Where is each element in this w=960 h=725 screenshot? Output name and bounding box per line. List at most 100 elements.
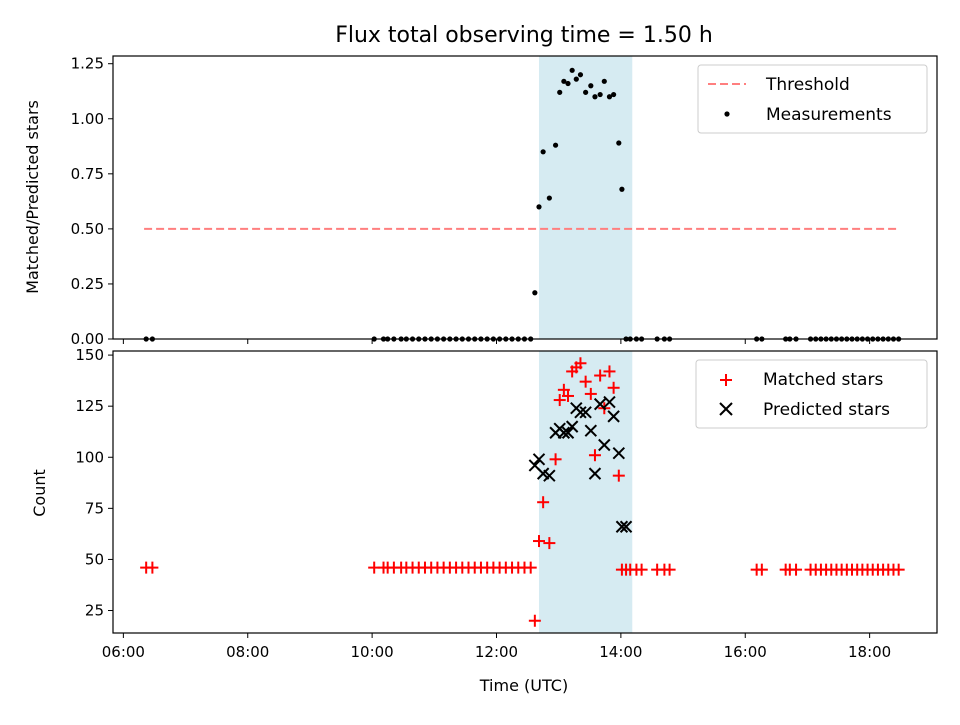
matched-point xyxy=(892,563,905,576)
bottom-y-tick-label: 125 xyxy=(75,397,104,415)
predicted-point xyxy=(607,410,620,423)
predicted-point xyxy=(603,395,616,409)
top-observing-span xyxy=(538,56,633,339)
top-legend-box xyxy=(697,64,928,134)
predicted-point xyxy=(615,520,629,533)
measurement-point xyxy=(597,91,603,98)
bottom-legend-box xyxy=(695,359,928,429)
top-y-axis-label: Matched/Predicted stars xyxy=(23,100,42,294)
measurement-point xyxy=(573,76,579,82)
predicted-point xyxy=(588,467,602,480)
matched-point xyxy=(562,389,575,402)
top-y-tick-label: 1.00 xyxy=(71,110,104,128)
matched-point xyxy=(635,563,648,576)
legend-matched-label: Matched stars xyxy=(763,370,883,390)
predicted-point xyxy=(619,520,633,533)
top-legend: Threshold Measurements xyxy=(697,64,928,134)
matched-point xyxy=(755,563,768,576)
measurement-point xyxy=(536,204,542,210)
bottom-predicted-points xyxy=(528,395,633,533)
x-axis-label: Time (UTC) xyxy=(479,676,568,695)
predicted-point xyxy=(598,438,611,452)
measurement-point xyxy=(565,80,571,87)
bottom-y-tick-label: 50 xyxy=(85,550,104,568)
top-axes-frame xyxy=(112,55,938,340)
measurement-point xyxy=(611,91,617,98)
measurement-point xyxy=(606,94,613,100)
predicted-point xyxy=(561,426,575,439)
x-tick-label: 06:00 xyxy=(102,643,145,661)
matched-point xyxy=(603,365,616,378)
top-y-tick-label: 0.50 xyxy=(71,220,104,238)
measurement-point xyxy=(569,67,575,73)
measurement-point xyxy=(619,186,625,192)
legend-predicted-swatch xyxy=(719,402,733,416)
matched-point xyxy=(594,369,607,382)
measurement-point xyxy=(546,195,552,201)
x-tick-label: 10:00 xyxy=(351,643,394,661)
matched-point xyxy=(579,375,592,388)
matched-point xyxy=(146,561,159,574)
bottom-y-axis-label: Count xyxy=(30,469,49,517)
top-y-tick-label: 0.25 xyxy=(71,275,104,293)
legend-threshold-label: Threshold xyxy=(765,75,850,95)
chart-title: Flux total observing time = 1.50 h xyxy=(335,23,713,48)
bottom-legend: Matched stars Predicted stars xyxy=(695,359,928,429)
matched-point xyxy=(553,394,566,407)
matched-point xyxy=(612,469,625,482)
top-y-ticks: 0.00 0.25 0.50 0.75 1.00 1.25 xyxy=(71,55,113,348)
bottom-observing-span xyxy=(538,351,633,633)
bottom-y-tick-label: 100 xyxy=(75,448,104,466)
bottom-y-ticks: 25 50 75 100 125 150 xyxy=(75,346,113,620)
predicted-point xyxy=(593,397,607,411)
measurement-point xyxy=(561,78,567,84)
top-y-tick-label: 0.75 xyxy=(71,165,104,183)
matched-point xyxy=(790,563,803,576)
x-tick-label: 08:00 xyxy=(226,643,269,661)
bottom-y-tick-label: 75 xyxy=(85,499,104,517)
predicted-point xyxy=(557,426,571,439)
measurement-point xyxy=(616,140,622,146)
predicted-point xyxy=(612,446,626,460)
x-tick-label: 12:00 xyxy=(475,643,518,661)
measurement-point xyxy=(532,290,538,296)
matched-point xyxy=(537,496,550,509)
matched-point xyxy=(549,453,562,466)
measurement-point xyxy=(552,142,559,148)
measurement-point xyxy=(592,94,598,100)
bottom-panel: 25 50 75 100 125 150 06:00 08:00 10:00 12:00 14:0… xyxy=(30,346,938,695)
top-x-tick-marks xyxy=(122,339,871,344)
bottom-matched-points xyxy=(140,357,905,627)
measurement-point xyxy=(601,78,607,84)
matched-point xyxy=(663,563,676,576)
legend-measurement-swatch xyxy=(724,111,730,117)
matched-point xyxy=(574,357,587,370)
top-panel: 0.00 0.25 0.50 0.75 1.00 1.25 Matched/Predict… xyxy=(23,55,938,348)
predicted-point xyxy=(579,406,592,419)
predicted-point xyxy=(574,406,587,419)
legend-measurements-label: Measurements xyxy=(766,105,892,125)
bottom-y-tick-label: 150 xyxy=(75,346,104,364)
matched-point xyxy=(584,387,597,400)
matched-point xyxy=(607,381,620,394)
matched-point xyxy=(588,449,601,462)
predicted-point xyxy=(532,453,546,466)
bottom-x-ticks: 06:00 08:00 10:00 12:00 14:00 16:00 18:00 xyxy=(102,633,891,661)
matched-point xyxy=(532,535,545,548)
legend-matched-swatch xyxy=(720,374,732,386)
x-tick-label: 16:00 xyxy=(724,643,767,661)
measurement-point xyxy=(577,72,584,78)
measurement-point xyxy=(540,149,546,155)
predicted-point xyxy=(584,424,598,437)
x-tick-label: 14:00 xyxy=(599,643,642,661)
matched-point xyxy=(524,561,537,574)
legend-predicted-label: Predicted stars xyxy=(763,400,890,420)
bottom-axes-frame xyxy=(112,350,938,634)
measurement-point xyxy=(583,89,589,95)
predicted-point xyxy=(543,469,556,482)
bottom-y-tick-label: 25 xyxy=(85,602,104,620)
top-y-tick-label: 1.25 xyxy=(71,55,104,73)
matched-point xyxy=(543,537,556,550)
predicted-point xyxy=(565,420,579,433)
